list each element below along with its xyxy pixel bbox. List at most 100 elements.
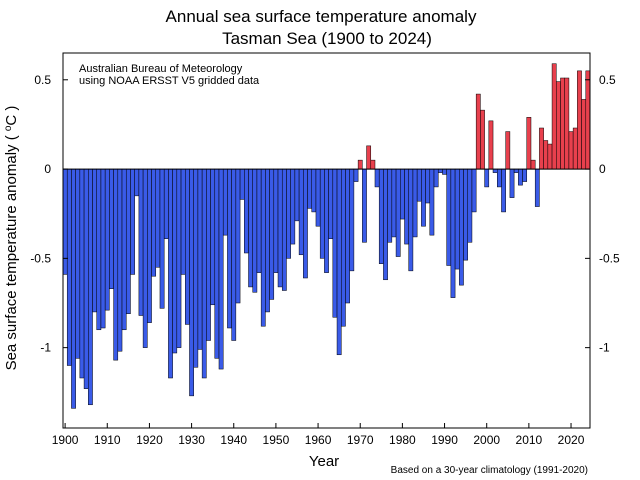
bar-1943 xyxy=(244,168,249,254)
y-axis-label-degree: o xyxy=(3,125,14,131)
bar-1902 xyxy=(71,168,76,409)
bar-1907 xyxy=(92,168,97,313)
ticks-group: 1900 1910 1920 1930 1940 1950 1960 1970 1980 1990… xyxy=(30,73,620,447)
bar-1921 xyxy=(151,168,157,277)
bar-1912 xyxy=(113,168,119,361)
bar-1987 xyxy=(429,168,435,236)
y-tick-label-right: 0 xyxy=(599,162,606,176)
bar-1951 xyxy=(277,168,283,288)
bar-1922 xyxy=(155,168,161,268)
y-tick-label-right: 0.5 xyxy=(599,73,616,87)
bars-group xyxy=(62,63,591,409)
bar-2000 xyxy=(484,168,490,188)
bar-1928 xyxy=(180,168,186,275)
bar-1960 xyxy=(315,168,321,227)
bar-1980 xyxy=(400,168,405,220)
bar-1904 xyxy=(79,168,85,379)
bar-2016 xyxy=(551,63,557,170)
bar-2006 xyxy=(509,168,515,198)
bar-1969 xyxy=(353,168,359,182)
bar-1945 xyxy=(252,168,258,293)
bar-1977 xyxy=(387,168,393,243)
bar-2003 xyxy=(497,168,502,188)
bar-1976 xyxy=(383,168,388,281)
bar-1975 xyxy=(378,168,384,264)
plot-area: 1900 1910 1920 1930 1940 1950 1960 1970 1980 1990… xyxy=(30,52,620,447)
bar-1967 xyxy=(345,168,350,304)
bar-1926 xyxy=(172,168,178,354)
bar-2013 xyxy=(539,127,544,170)
bar-1981 xyxy=(404,168,409,245)
bar-1923 xyxy=(159,168,165,309)
bar-1950 xyxy=(273,168,279,273)
bar-2024 xyxy=(585,70,591,170)
bar-1992 xyxy=(450,168,456,298)
bar-1970 xyxy=(357,159,363,170)
x-tick-label: 1970 xyxy=(347,433,374,447)
chart-subtitle: Tasman Sea (1900 to 2024) xyxy=(222,29,432,48)
bar-2001 xyxy=(488,120,494,170)
bar-1955 xyxy=(294,168,300,222)
bar-1944 xyxy=(248,168,253,288)
bar-1986 xyxy=(425,168,431,204)
x-axis-label: Year xyxy=(309,453,339,470)
bar-1911 xyxy=(109,168,114,289)
bar-1947 xyxy=(260,168,266,327)
bar-2002 xyxy=(492,168,498,173)
bar-1974 xyxy=(374,168,380,188)
bar-1989 xyxy=(437,168,443,173)
bar-2021 xyxy=(572,127,578,170)
bar-1915 xyxy=(125,168,131,314)
bar-1985 xyxy=(421,168,426,227)
bar-2020 xyxy=(568,131,574,170)
bar-1958 xyxy=(307,168,312,209)
bar-2009 xyxy=(522,168,528,182)
x-tick-label: 1960 xyxy=(305,433,332,447)
bar-1936 xyxy=(214,168,220,359)
bar-1956 xyxy=(298,168,304,256)
bar-1903 xyxy=(75,168,81,359)
y-tick-label-right: -0.5 xyxy=(599,251,620,265)
bar-1910 xyxy=(104,168,110,311)
bar-1988 xyxy=(433,168,439,188)
bar-1972 xyxy=(366,145,372,170)
y-axis-label-after: C ) xyxy=(3,106,20,126)
bar-2015 xyxy=(547,143,553,170)
bar-1909 xyxy=(100,168,106,329)
bar-1916 xyxy=(130,168,135,275)
bar-1973 xyxy=(370,159,376,170)
bar-1920 xyxy=(147,168,152,323)
bar-1938 xyxy=(222,168,228,236)
y-axis-label-before: Sea surface temperature anomaly ( xyxy=(3,131,20,370)
bar-1901 xyxy=(66,168,72,366)
bar-1957 xyxy=(303,168,308,279)
bar-1997 xyxy=(471,168,477,213)
x-tick-label: 2010 xyxy=(516,433,543,447)
bar-1949 xyxy=(269,168,275,300)
x-tick-label: 1990 xyxy=(431,433,458,447)
bar-1929 xyxy=(185,168,190,325)
bar-1908 xyxy=(96,168,102,331)
bar-1932 xyxy=(197,168,203,350)
bar-1942 xyxy=(239,168,245,200)
bar-1995 xyxy=(463,168,468,261)
x-tick-label: 1910 xyxy=(94,433,121,447)
y-tick-label-left: 0 xyxy=(44,162,51,176)
bar-1999 xyxy=(480,109,485,170)
bar-1940 xyxy=(231,168,237,341)
bar-1961 xyxy=(319,168,325,259)
x-tick-label: 1920 xyxy=(136,433,163,447)
bar-1952 xyxy=(281,168,287,291)
bar-1968 xyxy=(349,168,355,272)
x-tick-label: 1940 xyxy=(220,433,247,447)
bar-1993 xyxy=(454,168,460,270)
bar-1925 xyxy=(168,168,173,379)
chart-title: Annual sea surface temperature anomaly xyxy=(166,7,477,26)
bar-1919 xyxy=(142,168,148,348)
bar-1998 xyxy=(475,93,481,170)
bar-1931 xyxy=(193,168,199,368)
x-tick-label: 1930 xyxy=(178,433,205,447)
bar-2019 xyxy=(564,77,570,170)
x-tick-label: 2000 xyxy=(473,433,500,447)
